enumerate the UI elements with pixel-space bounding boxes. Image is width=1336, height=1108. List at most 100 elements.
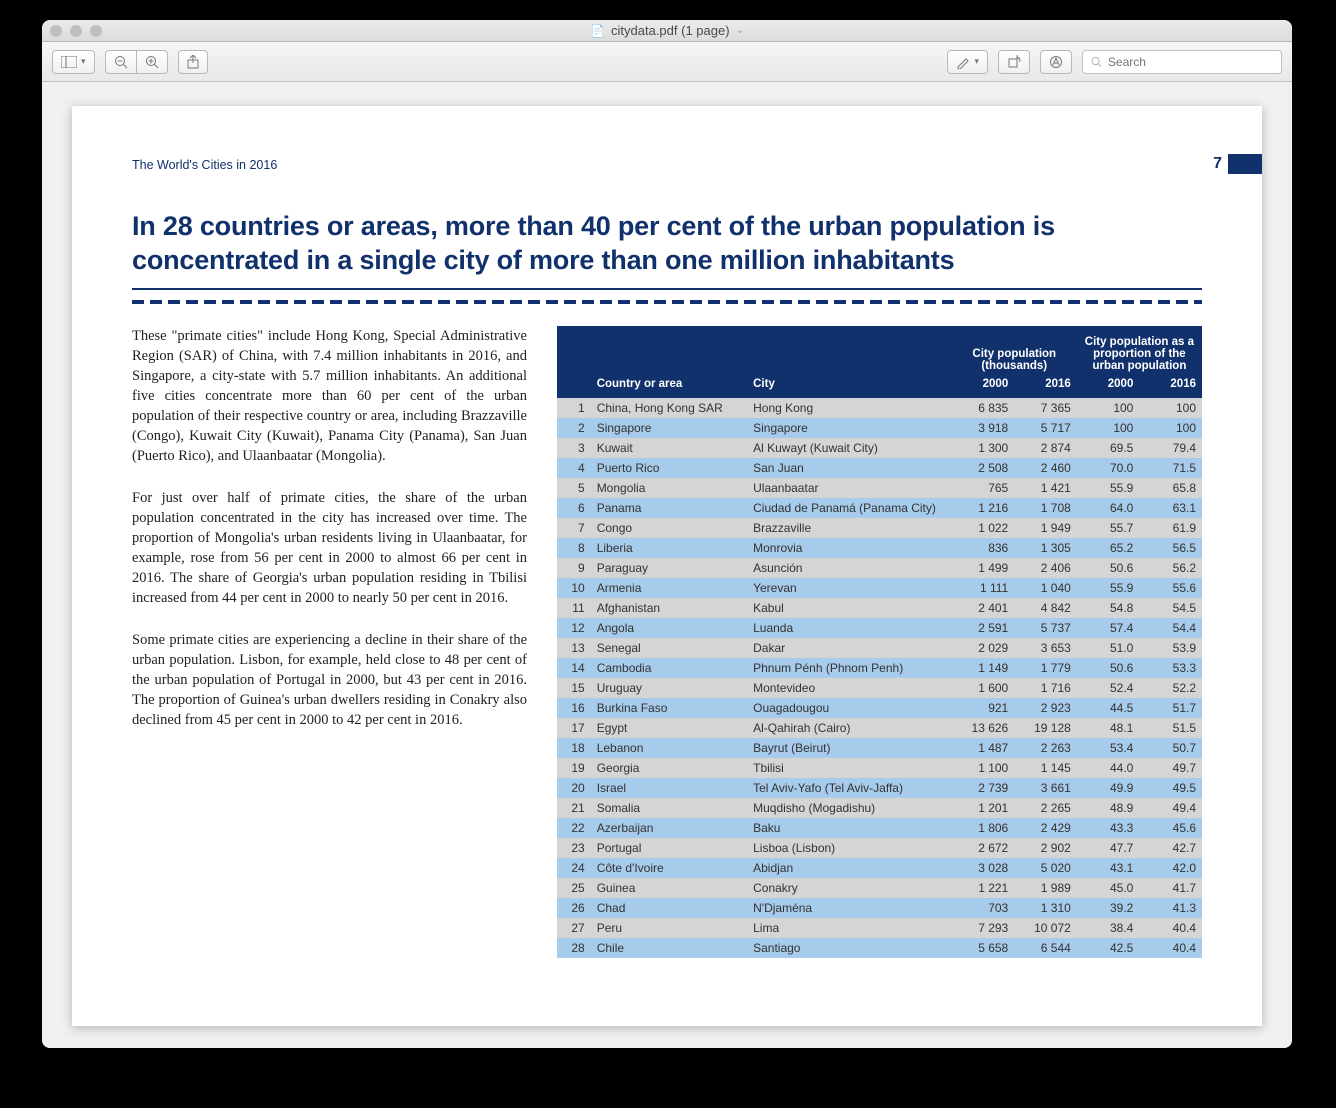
cell-share-2000: 39.2 — [1077, 898, 1140, 918]
cell-pop-2016: 2 923 — [1014, 698, 1077, 718]
cell-country: Kuwait — [591, 438, 747, 458]
cell-pop-2016: 5 020 — [1014, 858, 1077, 878]
cell-share-2016: 54.5 — [1139, 598, 1202, 618]
cell-share-2016: 51.5 — [1139, 718, 1202, 738]
markup-button[interactable] — [1040, 50, 1072, 74]
row-index: 28 — [557, 938, 591, 958]
table-row: 16Burkina FasoOuagadougou9212 92344.551.… — [557, 698, 1202, 718]
search-input[interactable] — [1108, 55, 1273, 69]
cell-share-2000: 54.8 — [1077, 598, 1140, 618]
cell-city: Dakar — [747, 638, 952, 658]
cell-city: Singapore — [747, 418, 952, 438]
cell-share-2000: 45.0 — [1077, 878, 1140, 898]
cell-pop-2016: 1 145 — [1014, 758, 1077, 778]
rotate-button[interactable] — [998, 50, 1030, 74]
cell-pop-2000: 6 835 — [952, 398, 1015, 418]
cell-pop-2000: 2 672 — [952, 838, 1015, 858]
table-row: 8LiberiaMonrovia8361 30565.256.5 — [557, 538, 1202, 558]
table-row: 1China, Hong Kong SARHong Kong6 8357 365… — [557, 398, 1202, 418]
table-group-header: City population as a proportion of the u… — [1077, 326, 1202, 374]
cell-pop-2000: 921 — [952, 698, 1015, 718]
page-headline: In 28 countries or areas, more than 40 p… — [132, 210, 1202, 278]
cell-share-2000: 70.0 — [1077, 458, 1140, 478]
cell-pop-2016: 1 779 — [1014, 658, 1077, 678]
cell-pop-2000: 2 401 — [952, 598, 1015, 618]
table-row: 20IsraelTel Aviv-Yafo (Tel Aviv-Jaffa)2 … — [557, 778, 1202, 798]
cell-city: N'Djaména — [747, 898, 952, 918]
row-index: 16 — [557, 698, 591, 718]
table-col-header: Country or area — [591, 374, 747, 398]
cell-pop-2016: 1 305 — [1014, 538, 1077, 558]
row-index: 20 — [557, 778, 591, 798]
cell-pop-2000: 2 739 — [952, 778, 1015, 798]
cell-city: Abidjan — [747, 858, 952, 878]
cell-pop-2000: 1 216 — [952, 498, 1015, 518]
table-row: 12AngolaLuanda2 5915 73757.454.4 — [557, 618, 1202, 638]
window-titlebar: 📄 citydata.pdf (1 page) ⌄ — [42, 20, 1292, 42]
cell-city: Lima — [747, 918, 952, 938]
body-paragraph: These "primate cities" include Hong Kong… — [132, 326, 527, 466]
annotate-button[interactable]: ▾ — [947, 50, 988, 74]
pdf-viewer-window: 📄 citydata.pdf (1 page) ⌄ ▾ ▾ — [42, 20, 1292, 1048]
cell-share-2016: 53.3 — [1139, 658, 1202, 678]
row-index: 19 — [557, 758, 591, 778]
table-col-header: City — [747, 374, 952, 398]
cell-pop-2000: 5 658 — [952, 938, 1015, 958]
zoom-out-button[interactable] — [105, 50, 136, 74]
cell-pop-2016: 3 653 — [1014, 638, 1077, 658]
minimize-window-icon[interactable] — [70, 25, 82, 37]
document-viewport[interactable]: The World's Cities in 2016 7 In 28 count… — [42, 82, 1292, 1048]
cell-pop-2016: 19 128 — [1014, 718, 1077, 738]
cell-pop-2016: 2 263 — [1014, 738, 1077, 758]
cell-pop-2000: 2 591 — [952, 618, 1015, 638]
cell-share-2016: 79.4 — [1139, 438, 1202, 458]
search-field[interactable] — [1082, 50, 1282, 74]
zoom-in-button[interactable] — [136, 50, 168, 74]
cell-share-2016: 65.8 — [1139, 478, 1202, 498]
cell-pop-2000: 1 806 — [952, 818, 1015, 838]
close-window-icon[interactable] — [50, 25, 62, 37]
cell-city: Bayrut (Beirut) — [747, 738, 952, 758]
cell-share-2000: 47.7 — [1077, 838, 1140, 858]
sidebar-toggle-button[interactable]: ▾ — [52, 50, 95, 74]
cell-city: Hong Kong — [747, 398, 952, 418]
cell-share-2000: 43.1 — [1077, 858, 1140, 878]
chevron-down-icon[interactable]: ⌄ — [736, 25, 744, 36]
zoom-window-icon[interactable] — [90, 25, 102, 37]
row-index: 27 — [557, 918, 591, 938]
cell-share-2016: 40.4 — [1139, 938, 1202, 958]
cell-share-2000: 42.5 — [1077, 938, 1140, 958]
cell-pop-2000: 1 221 — [952, 878, 1015, 898]
cell-city: Baku — [747, 818, 952, 838]
table-row: 2SingaporeSingapore3 9185 717100100 — [557, 418, 1202, 438]
cell-share-2016: 41.7 — [1139, 878, 1202, 898]
row-index: 11 — [557, 598, 591, 618]
table-col-header: 2000 — [1077, 374, 1140, 398]
cell-pop-2000: 2 029 — [952, 638, 1015, 658]
cell-city: Ulaanbaatar — [747, 478, 952, 498]
cell-pop-2016: 2 460 — [1014, 458, 1077, 478]
cell-city: Monrovia — [747, 538, 952, 558]
cell-pop-2000: 3 028 — [952, 858, 1015, 878]
cell-city: Al-Qahirah (Cairo) — [747, 718, 952, 738]
table-row: 11AfghanistanKabul2 4014 84254.854.5 — [557, 598, 1202, 618]
cell-pop-2016: 1 716 — [1014, 678, 1077, 698]
share-button[interactable] — [178, 50, 208, 74]
row-index: 3 — [557, 438, 591, 458]
cell-country: Uruguay — [591, 678, 747, 698]
cell-country: Armenia — [591, 578, 747, 598]
row-index: 18 — [557, 738, 591, 758]
headline-dashed-rule — [132, 300, 1202, 304]
cell-pop-2016: 1 989 — [1014, 878, 1077, 898]
table-row: 26ChadN'Djaména7031 31039.241.3 — [557, 898, 1202, 918]
cell-share-2016: 41.3 — [1139, 898, 1202, 918]
cell-pop-2016: 2 902 — [1014, 838, 1077, 858]
cell-country: Puerto Rico — [591, 458, 747, 478]
row-index: 7 — [557, 518, 591, 538]
cell-city: Lisboa (Lisbon) — [747, 838, 952, 858]
cell-share-2016: 42.0 — [1139, 858, 1202, 878]
row-index: 6 — [557, 498, 591, 518]
table-row: 25GuineaConakry1 2211 98945.041.7 — [557, 878, 1202, 898]
cell-share-2016: 100 — [1139, 398, 1202, 418]
table-row: 13SenegalDakar2 0293 65351.053.9 — [557, 638, 1202, 658]
